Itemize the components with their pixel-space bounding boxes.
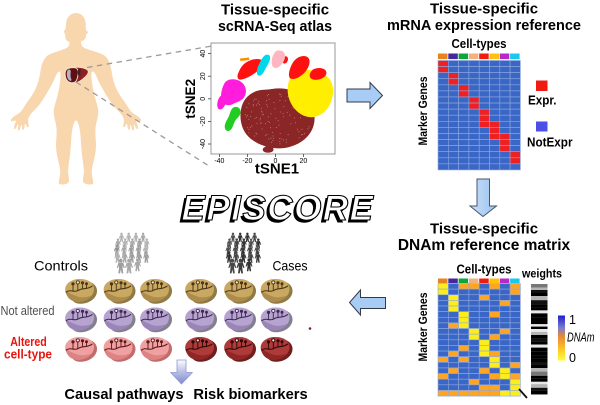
svg-text:Controls: Controls [34,258,88,274]
svg-text:Tissue-specific: Tissue-specific [221,2,329,19]
svg-text:0: 0 [273,158,277,165]
svg-text:Altered: Altered [10,335,47,349]
svg-text:DNAm: DNAm [567,330,595,345]
svg-text:weights: weights [521,267,562,281]
svg-text:Marker Genes: Marker Genes [416,292,430,361]
svg-text:tSNE1: tSNE1 [255,161,299,178]
svg-text:-40: -40 [214,158,224,165]
svg-text:40: 40 [200,50,207,58]
svg-text:Tissue-specific: Tissue-specific [430,221,538,238]
svg-text:1: 1 [569,313,576,327]
svg-text:mRNA expression reference: mRNA expression reference [387,17,581,34]
svg-text:Marker Genes: Marker Genes [416,76,430,145]
svg-text:0: 0 [569,351,576,365]
svg-text:scRNA-Seq atlas: scRNA-Seq atlas [218,18,332,35]
svg-text:Cases: Cases [273,258,308,274]
svg-text:-20: -20 [242,158,252,165]
svg-text:Cell-types: Cell-types [457,263,512,277]
svg-text:Causal pathways: Causal pathways [64,387,183,403]
svg-text:EPISCORE: EPISCORE [182,189,375,228]
svg-text:0: 0 [200,97,207,101]
svg-text:Risk biomarkers: Risk biomarkers [193,387,307,403]
svg-text:Cell-types: Cell-types [452,37,507,51]
svg-text:DNAm reference matrix: DNAm reference matrix [398,237,571,254]
svg-text:20: 20 [300,158,308,165]
svg-text:Tissue-specific: Tissue-specific [430,1,538,18]
svg-text:EPISCORE: EPISCORE [179,192,372,231]
svg-text:Not altered: Not altered [1,304,55,318]
svg-text:Expr.: Expr. [528,93,557,108]
svg-text:tSNE2: tSNE2 [183,79,198,119]
svg-text:-40: -40 [200,139,207,149]
svg-text:20: 20 [200,72,207,80]
svg-text:cell-type: cell-type [4,348,52,362]
svg-text:-20: -20 [200,116,207,126]
svg-text:NotExpr: NotExpr [527,135,573,150]
